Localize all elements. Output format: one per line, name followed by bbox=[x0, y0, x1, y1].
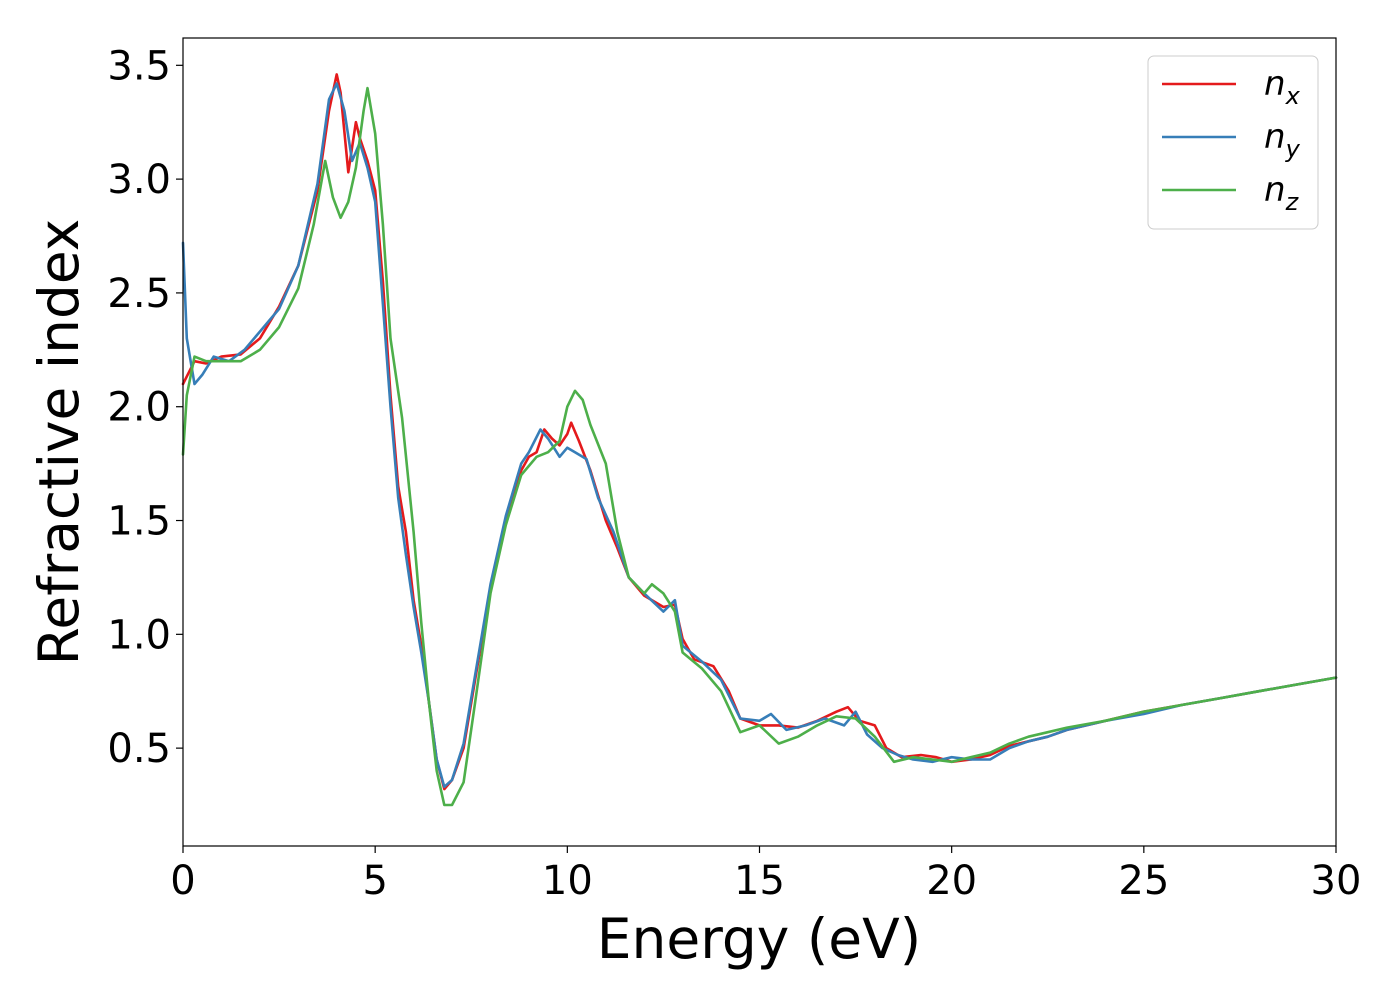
x-axis-title: Energy (eV) bbox=[597, 907, 921, 971]
x-tick-label: 15 bbox=[734, 858, 785, 904]
y-tick-label: 1.5 bbox=[107, 499, 171, 545]
y-tick-label: 3.0 bbox=[107, 157, 171, 203]
legend-box bbox=[1147, 55, 1319, 230]
y-axis-title: Refractive index bbox=[27, 219, 91, 666]
series-line-z bbox=[181, 86, 1338, 807]
legend-label-y: ny bbox=[1264, 117, 1301, 163]
x-tick-label: 10 bbox=[542, 858, 593, 904]
legend-label-subscript: x bbox=[1285, 82, 1301, 110]
y-tick-label: 2.0 bbox=[107, 385, 171, 431]
legend-label-subscript: y bbox=[1285, 135, 1301, 163]
legend-label-base: n bbox=[1264, 170, 1286, 210]
x-tick-label: 5 bbox=[362, 858, 387, 904]
x-tick-label: 25 bbox=[1118, 858, 1169, 904]
x-tick-label: 30 bbox=[1311, 858, 1362, 904]
y-tick-label: 1.0 bbox=[107, 612, 171, 658]
legend-label-subscript: z bbox=[1285, 188, 1300, 216]
y-tick-label: 2.5 bbox=[107, 271, 171, 317]
y-tick-label: 0.5 bbox=[107, 726, 171, 772]
legend-label-base: n bbox=[1264, 117, 1286, 157]
y-axis: 0.5 1.0 1.5 2.0 2.5 3.0 3.5 bbox=[107, 43, 183, 772]
x-tick-label: 0 bbox=[170, 858, 195, 904]
legend-label-base: n bbox=[1264, 64, 1286, 104]
y-tick-label: 3.5 bbox=[107, 43, 171, 89]
legend-label-x: nx bbox=[1264, 64, 1301, 110]
series-layer bbox=[181, 73, 1338, 807]
x-axis: 0 5 10 15 20 25 30 bbox=[170, 846, 1361, 904]
legend-label-z: nz bbox=[1264, 170, 1300, 216]
x-tick-label: 20 bbox=[926, 858, 977, 904]
